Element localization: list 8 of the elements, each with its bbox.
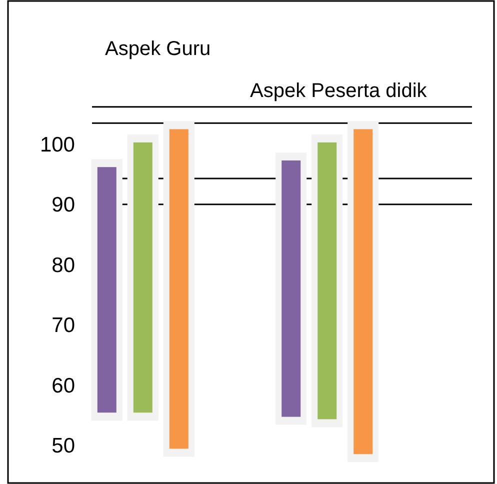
y-tick-label: 60: [52, 374, 75, 398]
y-tick-label: 100: [40, 134, 75, 157]
y-tick-label: 50: [52, 434, 75, 458]
y-tick-label: 80: [52, 254, 75, 277]
y-tick-label: 70: [52, 314, 75, 338]
x-tick-label: Aspek Peserta didik: [250, 80, 428, 102]
x-tick-label: Aspek Guru: [105, 38, 211, 60]
y-tick-label: 90: [52, 194, 75, 217]
